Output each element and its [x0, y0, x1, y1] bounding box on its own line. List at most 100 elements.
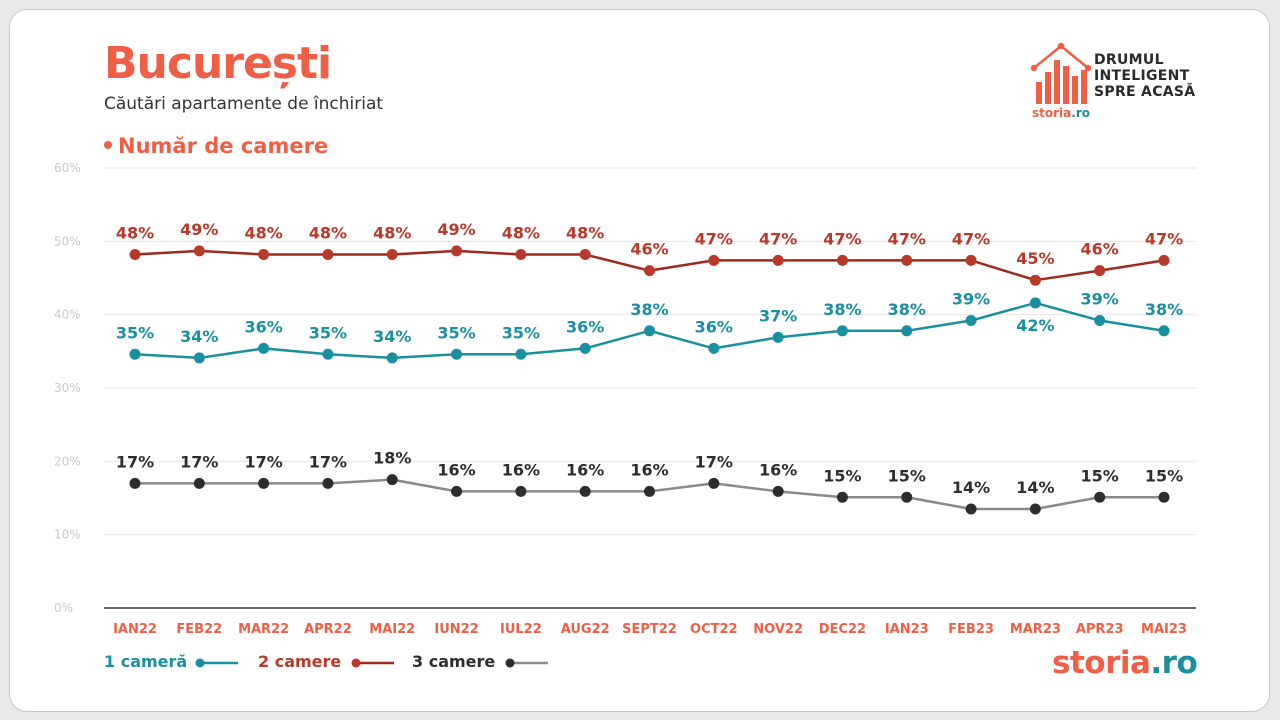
y-tick-label: 30% — [54, 381, 81, 395]
x-tick-label: MAI23 — [1141, 622, 1187, 637]
y-tick-label: 0% — [54, 601, 73, 615]
x-tick-label: MAR23 — [1010, 622, 1061, 637]
data-label: 38% — [888, 300, 926, 319]
data-label: 36% — [566, 317, 604, 336]
data-label: 47% — [695, 229, 733, 248]
x-tick-label: IUN22 — [434, 622, 478, 637]
x-tick-label: IUL22 — [500, 622, 542, 637]
data-point — [1029, 274, 1041, 286]
x-tick-label: MAR22 — [238, 622, 289, 637]
data-point — [1029, 503, 1041, 515]
data-label: 48% — [116, 224, 154, 243]
data-point — [1158, 325, 1170, 337]
data-label: 35% — [502, 323, 540, 342]
y-tick-label: 60% — [54, 161, 81, 175]
data-label: 37% — [759, 306, 797, 325]
data-point — [708, 477, 720, 489]
data-label: 38% — [630, 300, 668, 319]
data-point — [1158, 254, 1170, 266]
data-label: 47% — [1145, 229, 1183, 248]
data-point — [386, 352, 398, 364]
data-label: 48% — [373, 224, 411, 243]
data-point — [258, 342, 270, 354]
x-tick-label: APR22 — [304, 622, 352, 637]
data-point — [901, 325, 913, 337]
data-point — [322, 249, 334, 261]
data-label: 38% — [1145, 300, 1183, 319]
x-tick-label: FEB22 — [176, 622, 222, 637]
data-point — [322, 477, 334, 489]
bullet-dot-icon — [104, 141, 112, 149]
y-tick-label: 20% — [54, 454, 81, 468]
data-label: 42% — [1016, 316, 1054, 335]
data-point — [1094, 315, 1106, 327]
data-point — [386, 474, 398, 486]
data-point — [193, 352, 205, 364]
data-label: 15% — [888, 466, 926, 485]
y-tick-label: 40% — [54, 308, 81, 322]
data-point — [129, 348, 141, 360]
data-point — [836, 325, 848, 337]
slogan-line-1: DRUMUL — [1094, 52, 1164, 68]
x-tick-label: NOV22 — [753, 622, 803, 637]
data-point — [258, 477, 270, 489]
data-point — [193, 477, 205, 489]
data-label: 49% — [180, 220, 218, 239]
x-tick-label: IAN22 — [113, 622, 157, 637]
x-tick-label: APR23 — [1076, 622, 1124, 637]
data-label: 14% — [1016, 478, 1054, 497]
data-label: 45% — [1016, 249, 1054, 268]
data-label: 48% — [244, 224, 282, 243]
x-tick-label: IAN23 — [885, 622, 929, 637]
data-point — [193, 245, 205, 257]
data-point — [1029, 297, 1041, 309]
data-label: 39% — [952, 290, 990, 309]
data-label: 18% — [373, 449, 411, 468]
legend-label-3-camere: 3 camere — [412, 652, 496, 671]
y-tick-label: 50% — [54, 234, 81, 248]
data-label: 47% — [759, 229, 797, 248]
data-label: 17% — [695, 452, 733, 471]
slogan-line-3: SPRE ACASĂ — [1094, 84, 1196, 100]
data-label: 15% — [1145, 466, 1183, 485]
data-point — [772, 254, 784, 266]
data-point — [515, 485, 527, 497]
legend-swatch-1-camera — [195, 658, 238, 668]
legend-label-2-camere: 2 camere — [258, 652, 342, 671]
logo-small-name: storia — [1032, 106, 1072, 120]
brand-logo: storia.ro — [1052, 645, 1198, 681]
campaign-slogan: DRUMUL INTELIGENT SPRE ACASĂ — [1094, 52, 1195, 100]
data-point — [451, 245, 463, 257]
page-title: București — [104, 38, 332, 89]
data-label: 35% — [309, 323, 347, 342]
data-label: 15% — [823, 466, 861, 485]
data-point — [515, 348, 527, 360]
data-label: 34% — [373, 327, 411, 346]
brand-name: storia — [1052, 645, 1151, 681]
data-point — [1094, 265, 1106, 277]
data-point — [965, 315, 977, 327]
data-point — [836, 254, 848, 266]
legend-label-1-camera: 1 cameră — [104, 652, 188, 671]
data-point — [386, 249, 398, 261]
data-label: 16% — [437, 460, 475, 479]
y-tick-label: 10% — [54, 528, 81, 542]
data-label: 16% — [759, 460, 797, 479]
campaign-logo: DRUMUL INTELIGENT SPRE ACASĂ storia.ro — [1030, 42, 1200, 126]
data-point — [322, 348, 334, 360]
data-label: 17% — [116, 452, 154, 471]
data-point — [901, 491, 913, 503]
data-label: 47% — [823, 229, 861, 248]
data-point — [644, 485, 655, 497]
data-label: 35% — [116, 323, 154, 342]
data-point — [451, 348, 463, 360]
data-label: 17% — [244, 452, 282, 471]
data-label: 36% — [695, 317, 733, 336]
data-label: 16% — [502, 460, 540, 479]
data-point — [965, 503, 977, 515]
slide-card — [9, 9, 1270, 712]
logo-small-tld: .ro — [1071, 106, 1090, 120]
x-tick-label: AUG22 — [561, 622, 610, 637]
data-label: 47% — [952, 229, 990, 248]
